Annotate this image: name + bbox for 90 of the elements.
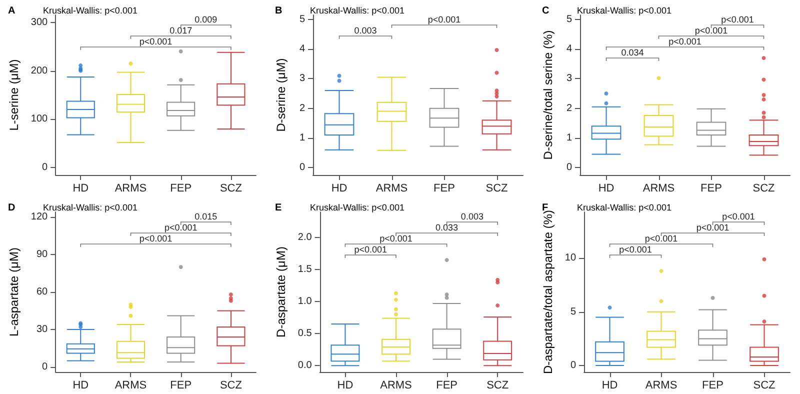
x-tick-label: SCZ bbox=[753, 380, 776, 392]
x-tick-label: SCZ bbox=[486, 380, 509, 392]
annotation: p<0.001 bbox=[139, 234, 172, 244]
x-tick-label: ARMS bbox=[114, 182, 147, 194]
annotation: p<0.001 bbox=[619, 244, 652, 254]
x-tick-label: FEP bbox=[702, 380, 724, 392]
x-tick-label: HD bbox=[72, 380, 89, 392]
x-tick-label: FEP bbox=[170, 182, 192, 194]
x-tick-label: SCZ bbox=[220, 182, 242, 194]
x-tick-label: FEP bbox=[700, 182, 722, 194]
annotation: p<0.001 bbox=[721, 14, 754, 24]
x-tick-label: FEP bbox=[170, 380, 192, 392]
y-tick-label: 10 bbox=[564, 252, 576, 264]
y-axis-title: D-aspartate (μM) bbox=[274, 246, 288, 338]
annotation: 0.034 bbox=[621, 48, 644, 58]
y-axis-title: L-serine (μM) bbox=[7, 59, 21, 131]
y-tick-label: 0 bbox=[566, 162, 572, 174]
y-tick-label: 0.0 bbox=[298, 360, 312, 372]
y-tick-label: 1 bbox=[566, 132, 572, 144]
y-axis-title: L-aspartate (μM) bbox=[7, 248, 21, 336]
annotation: 0.033 bbox=[436, 222, 458, 232]
annotation: p<0.001 bbox=[139, 36, 172, 46]
y-tick-label: 4 bbox=[566, 44, 572, 55]
chart-title: A bbox=[8, 6, 16, 16]
x-tick-label: ARMS bbox=[114, 380, 147, 392]
chart-subtitle: Kruskal-Wallis: p<0.001 bbox=[43, 202, 138, 212]
y-tick-label: 60 bbox=[36, 286, 48, 298]
x-tick-label: HD bbox=[598, 182, 614, 194]
annotation: 0.003 bbox=[354, 26, 377, 36]
y-tick-label: 5 bbox=[566, 14, 572, 25]
annotation: p<0.001 bbox=[722, 212, 755, 222]
y-tick-label: 2 bbox=[299, 102, 306, 114]
x-tick-label: ARMS bbox=[376, 182, 408, 194]
annotation: p<0.001 bbox=[428, 14, 461, 24]
x-tick-label: HD bbox=[337, 380, 354, 392]
y-tick-label: 300 bbox=[30, 16, 48, 28]
y-tick-label: 2.0 bbox=[298, 232, 312, 244]
chart-subtitle: Kruskal-Wallis: p<0.001 bbox=[43, 6, 138, 16]
annotation: p<0.001 bbox=[668, 36, 702, 46]
chart-title: B bbox=[275, 6, 282, 16]
y-tick-label: 3 bbox=[566, 73, 572, 84]
annotation: p<0.001 bbox=[354, 244, 387, 254]
y-tick-label: 4 bbox=[299, 44, 306, 55]
chart-title: E bbox=[275, 202, 282, 214]
y-tick-label: 0 bbox=[570, 360, 576, 372]
y-tick-label: 100 bbox=[30, 114, 48, 125]
x-tick-label: ARMS bbox=[642, 182, 675, 194]
annotation: p<0.001 bbox=[380, 234, 412, 244]
chart-subtitle: Kruskal-Wallis: p<0.001 bbox=[310, 6, 404, 16]
chart-subtitle: Kruskal-Wallis: p<0.001 bbox=[577, 202, 672, 212]
annotation: p<0.001 bbox=[164, 222, 198, 232]
chart-title: C bbox=[542, 6, 550, 16]
y-tick-label: 2 bbox=[566, 102, 572, 114]
y-tick-label: 90 bbox=[36, 249, 48, 260]
y-tick-label: 120 bbox=[30, 212, 48, 222]
x-tick-label: HD bbox=[331, 182, 348, 194]
y-axis-title: D-serine (μM) bbox=[274, 58, 288, 132]
chart-title: D bbox=[8, 202, 16, 214]
y-tick-label: 1 bbox=[299, 132, 306, 144]
y-tick-label: 0.5 bbox=[298, 328, 312, 340]
x-tick-label: FEP bbox=[434, 182, 455, 194]
x-tick-label: ARMS bbox=[380, 380, 412, 392]
y-tick-label: 0 bbox=[42, 162, 48, 174]
y-tick-label: 5 bbox=[299, 14, 306, 25]
annotation: p<0.001 bbox=[694, 26, 728, 36]
y-tick-label: 5 bbox=[570, 306, 576, 318]
y-tick-label: 30 bbox=[36, 324, 48, 335]
y-axis-title: D-aspartate/total aspartate (%) bbox=[541, 210, 555, 374]
x-tick-label: SCZ bbox=[486, 182, 508, 194]
x-tick-label: FEP bbox=[436, 380, 458, 392]
annotation: 0.015 bbox=[194, 212, 218, 222]
x-tick-label: SCZ bbox=[752, 182, 776, 194]
y-tick-label: 0 bbox=[299, 162, 306, 174]
chart-subtitle: Kruskal-Wallis: p<0.001 bbox=[577, 6, 672, 16]
x-tick-label: ARMS bbox=[645, 380, 678, 392]
x-tick-label: SCZ bbox=[220, 380, 242, 392]
x-tick-label: HD bbox=[602, 380, 618, 392]
y-tick-label: 3 bbox=[299, 73, 306, 84]
chart-subtitle: Kruskal-Wallis: p<0.001 bbox=[310, 202, 404, 212]
y-tick-label: 1.0 bbox=[298, 296, 312, 308]
y-axis-title: D-serine/total serine (%) bbox=[541, 30, 555, 160]
annotation: 0.017 bbox=[170, 26, 192, 36]
y-tick-label: 200 bbox=[30, 65, 48, 76]
x-tick-label: HD bbox=[72, 182, 89, 194]
y-tick-label: 0 bbox=[42, 362, 48, 372]
annotation: 0.003 bbox=[460, 212, 484, 222]
annotation: p<0.001 bbox=[696, 222, 730, 232]
y-tick-label: 1.5 bbox=[298, 264, 312, 276]
annotation: p<0.001 bbox=[644, 234, 678, 244]
annotation: 0.009 bbox=[194, 14, 218, 24]
